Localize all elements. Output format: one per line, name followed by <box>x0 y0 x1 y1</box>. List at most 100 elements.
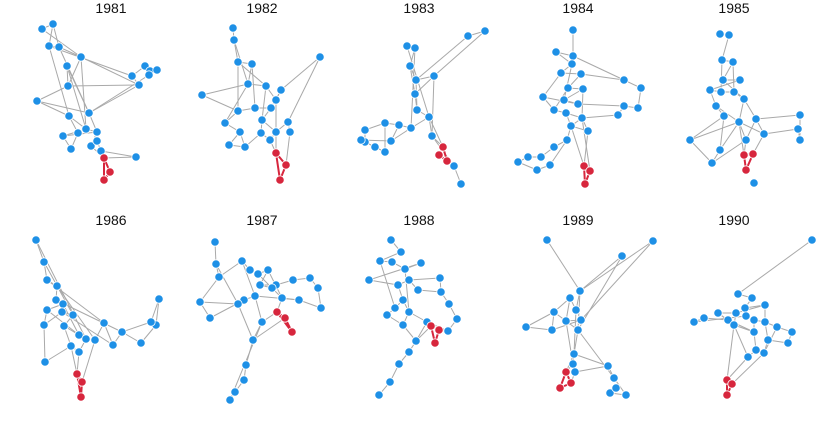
node <box>739 94 749 104</box>
node <box>32 96 42 106</box>
edge <box>689 121 740 141</box>
edge <box>574 365 609 373</box>
edge <box>719 121 740 151</box>
node <box>571 305 581 315</box>
node <box>255 280 265 290</box>
node <box>573 99 583 109</box>
node <box>513 157 523 167</box>
edge <box>573 353 609 367</box>
node <box>575 286 585 296</box>
node <box>62 61 72 71</box>
edge <box>583 130 589 167</box>
edge <box>36 85 69 102</box>
panel-title: 1983 <box>403 0 435 16</box>
node <box>66 341 76 351</box>
node <box>285 127 295 137</box>
node <box>64 111 74 121</box>
panel-1983: 1983 <box>339 0 499 200</box>
node <box>551 47 561 57</box>
node <box>793 124 803 134</box>
node <box>263 265 273 275</box>
edge <box>199 301 239 305</box>
node <box>411 336 421 346</box>
node <box>400 264 410 274</box>
node <box>728 57 738 67</box>
node <box>240 142 250 152</box>
node <box>283 117 293 127</box>
node <box>611 383 621 393</box>
edges <box>35 239 160 398</box>
highlight-node <box>579 161 589 171</box>
network-graph <box>689 235 817 400</box>
panel-1988: 1988 <box>339 212 499 412</box>
node <box>715 145 725 155</box>
node <box>404 307 414 317</box>
node <box>277 293 287 303</box>
node <box>382 310 392 320</box>
node <box>713 308 723 318</box>
node <box>751 345 761 355</box>
node <box>559 95 569 105</box>
highlight-node <box>748 149 758 159</box>
node <box>398 320 408 330</box>
highlight-node <box>741 165 751 175</box>
edge <box>711 139 747 164</box>
edge <box>563 63 573 101</box>
node <box>233 106 243 116</box>
nodes <box>364 235 462 400</box>
node <box>402 41 412 51</box>
network-graph <box>197 23 325 185</box>
edge <box>287 56 321 123</box>
edge <box>48 45 133 77</box>
node <box>57 307 67 317</box>
node <box>578 84 588 94</box>
edge <box>379 260 396 309</box>
node <box>567 59 577 69</box>
node <box>562 135 572 145</box>
node <box>276 85 286 95</box>
node <box>51 295 61 305</box>
node <box>576 69 586 79</box>
node <box>424 112 434 122</box>
panel-1984: 1984 <box>498 0 658 200</box>
node <box>356 135 366 145</box>
node <box>480 26 490 36</box>
node <box>542 235 552 245</box>
edge <box>579 255 623 292</box>
edge <box>261 85 267 121</box>
node <box>427 131 437 141</box>
edge <box>121 321 152 333</box>
node <box>685 135 695 145</box>
panel-title: 1988 <box>403 212 435 228</box>
edge <box>237 303 254 341</box>
edge <box>428 116 444 148</box>
node <box>741 311 751 321</box>
edge <box>43 324 46 363</box>
edge <box>201 94 239 112</box>
node <box>568 359 578 369</box>
node <box>380 147 390 157</box>
node <box>716 87 726 97</box>
node <box>305 273 315 283</box>
highlight-node <box>105 167 115 177</box>
node <box>404 347 414 357</box>
node <box>315 52 325 62</box>
edge <box>731 352 765 385</box>
node <box>413 285 423 295</box>
node <box>605 388 615 398</box>
node <box>44 41 54 51</box>
edge <box>755 114 801 120</box>
nodes <box>356 26 490 189</box>
node <box>406 123 416 133</box>
node <box>561 108 571 118</box>
highlight-node <box>580 179 590 189</box>
node <box>243 79 253 89</box>
node <box>549 142 559 152</box>
edge <box>410 47 416 129</box>
edge <box>66 65 87 130</box>
panel-title: 1981 <box>95 0 127 16</box>
network-graph <box>685 29 805 188</box>
node <box>443 326 453 336</box>
highlight-node <box>555 383 565 393</box>
node <box>380 118 390 128</box>
